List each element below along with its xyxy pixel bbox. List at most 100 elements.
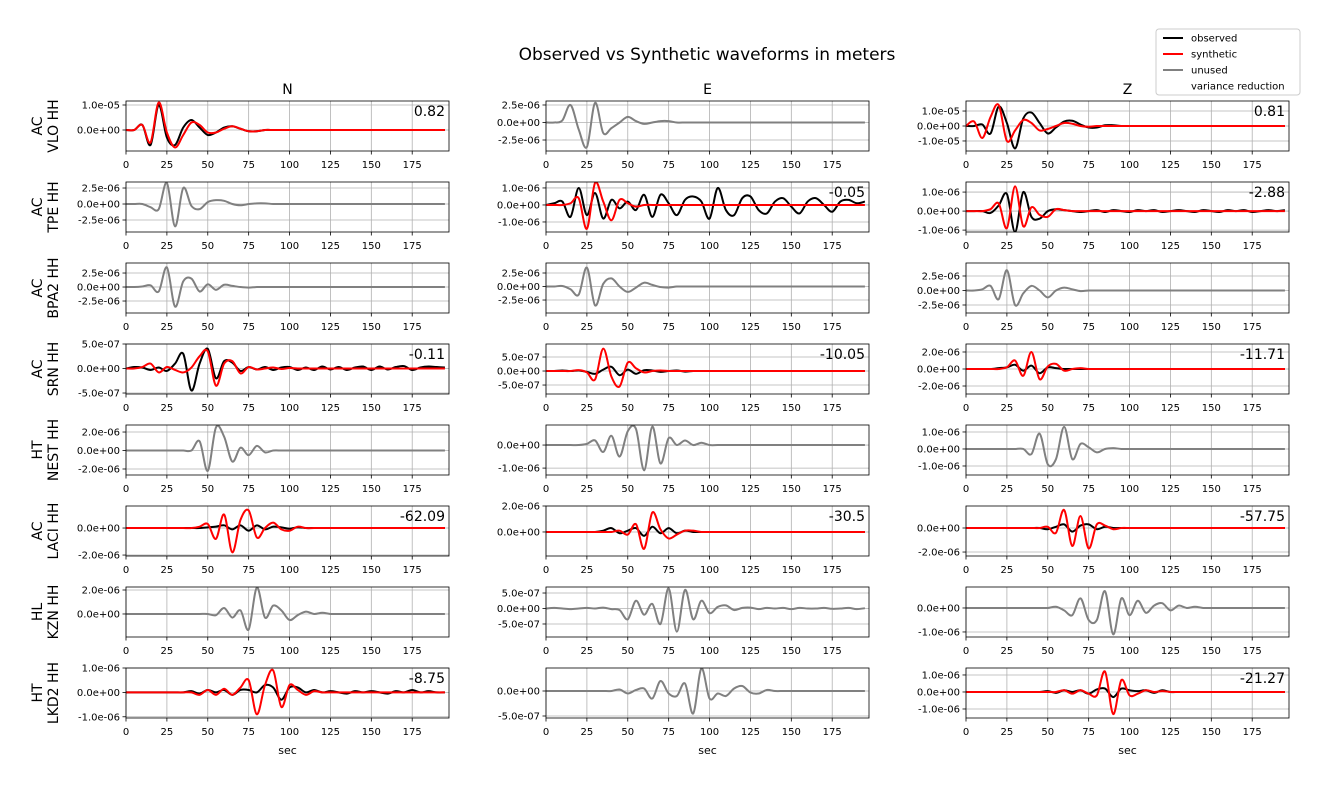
- subplot: 0 25 50 75 100 125 150 175 0.0e+00 -2.0e-06 -62.09: [77, 505, 450, 576]
- x-tick-label: 25: [1001, 403, 1014, 414]
- x-tick-label: 50: [621, 322, 634, 333]
- row-label-network: AC: [30, 359, 46, 378]
- subplot: 0 25 50 75 100 125 150 175 1.0e-06 0.0e+00 -1.0e-0…: [917, 667, 1290, 738]
- subplot: 0 25 50 75 100 125 150 175 2.5e-06 0.0e+00 -2.5e-0…: [497, 100, 870, 171]
- x-tick-label: 75: [662, 403, 675, 414]
- x-tick-label: 150: [782, 241, 801, 252]
- subplot: 0 25 50 75 100 125 150 175 2.0e-06 0.0e+00 -2.0e-0…: [917, 343, 1290, 414]
- legend-label: observed: [1191, 34, 1237, 45]
- y-tick-label: 0.0e+00: [917, 603, 960, 614]
- axes-frame: [965, 505, 1290, 557]
- x-tick-label: 50: [1041, 727, 1054, 738]
- x-axis-label: sec: [278, 744, 297, 757]
- waveform-synthetic: [966, 185, 1285, 230]
- x-tick-label: 175: [823, 727, 842, 738]
- x-tick-label: 150: [1202, 484, 1221, 495]
- waveform-synthetic: [546, 182, 865, 230]
- variance-reduction: -0.05: [829, 185, 865, 201]
- x-tick-label: 150: [362, 727, 381, 738]
- x-tick-label: 100: [1120, 727, 1139, 738]
- axes-frame: [125, 262, 450, 314]
- x-tick-label: 100: [1120, 241, 1139, 252]
- x-tick-label: 0: [543, 403, 549, 414]
- x-tick-label: 150: [782, 160, 801, 171]
- x-tick-label: 125: [741, 646, 760, 657]
- x-tick-label: 50: [621, 484, 634, 495]
- row-label-station: TPE HH: [46, 181, 62, 233]
- subplot: 0 25 50 75 100 125 150 175 1.0e-05 0.0e+00 -1.0e-0…: [917, 100, 1290, 171]
- x-tick-label: 125: [1161, 403, 1180, 414]
- row-label-station: LKD2 HH: [46, 662, 62, 724]
- x-tick-label: 150: [1202, 403, 1221, 414]
- y-tick-label: 2.0e-06: [502, 502, 540, 513]
- x-tick-label: 0: [123, 160, 129, 171]
- x-tick-label: 125: [741, 484, 760, 495]
- axes-frame: [965, 100, 1290, 152]
- y-tick-label: -1.0e-06: [918, 704, 960, 715]
- x-tick-label: 150: [1202, 322, 1221, 333]
- y-tick-label: -1.0e-06: [918, 461, 960, 472]
- x-tick-label: 175: [1243, 646, 1262, 657]
- x-tick-label: 125: [1161, 241, 1180, 252]
- x-tick-label: 125: [321, 160, 340, 171]
- y-tick-label: 0.0e+00: [77, 609, 120, 620]
- x-tick-label: 25: [581, 403, 594, 414]
- x-tick-label: 25: [161, 241, 174, 252]
- x-tick-label: 75: [1082, 160, 1095, 171]
- x-tick-label: 125: [1161, 646, 1180, 657]
- row-label-network: AC: [30, 197, 46, 216]
- x-tick-label: 125: [741, 565, 760, 576]
- waveform-synthetic: [546, 347, 865, 388]
- x-tick-label: 0: [543, 322, 549, 333]
- y-tick-label: 1.0e-05: [82, 101, 120, 112]
- axes-frame: [545, 100, 870, 152]
- x-tick-label: 175: [823, 646, 842, 657]
- subplot: 0 25 50 75 100 125 150 175 2.5e-06 0.0e+00 -2.5e-0…: [497, 262, 870, 333]
- y-tick-label: 0.0e+00: [497, 441, 540, 452]
- x-axis-label: sec: [1118, 744, 1137, 757]
- x-tick-label: 150: [782, 646, 801, 657]
- row-label-station: NEST HH: [46, 419, 62, 481]
- y-tick-label: 0.0e+00: [77, 200, 120, 211]
- x-tick-label: 25: [161, 160, 174, 171]
- x-tick-label: 0: [123, 403, 129, 414]
- axes-frame: [125, 424, 450, 476]
- y-tick-label: 0.0e+00: [77, 524, 120, 535]
- x-tick-label: 25: [581, 160, 594, 171]
- x-tick-label: 175: [403, 727, 422, 738]
- x-tick-label: 150: [362, 403, 381, 414]
- x-tick-label: 50: [621, 241, 634, 252]
- y-tick-label: 2.5e-06: [502, 100, 540, 111]
- x-tick-label: 25: [581, 241, 594, 252]
- x-tick-label: 175: [823, 403, 842, 414]
- x-tick-label: 175: [1243, 322, 1262, 333]
- row-label-station: LACI HH: [46, 503, 62, 560]
- x-tick-label: 25: [161, 646, 174, 657]
- y-tick-label: 2.0e-06: [82, 428, 120, 439]
- subplot: 0 25 50 75 100 125 150 175 0.0e+00 -1.0e-06: [917, 586, 1290, 657]
- x-tick-label: 150: [1202, 646, 1221, 657]
- x-tick-label: 25: [581, 484, 594, 495]
- x-tick-label: 150: [1202, 727, 1221, 738]
- x-tick-label: 50: [1041, 160, 1054, 171]
- row-label-network: AC: [30, 116, 46, 135]
- x-tick-label: 125: [1161, 160, 1180, 171]
- y-tick-label: 0.0e+00: [497, 200, 540, 211]
- x-tick-label: 75: [1082, 727, 1095, 738]
- x-tick-label: 100: [700, 403, 719, 414]
- x-tick-label: 75: [662, 322, 675, 333]
- x-tick-label: 175: [823, 241, 842, 252]
- waveform-synthetic: [126, 508, 445, 554]
- y-tick-label: 1.0e-06: [502, 183, 540, 194]
- x-tick-label: 25: [1001, 160, 1014, 171]
- x-tick-label: 125: [321, 565, 340, 576]
- y-tick-label: 0.0e+00: [497, 282, 540, 293]
- row-label-station: BPA2 HH: [46, 257, 62, 318]
- y-tick-label: 0.0e+00: [497, 687, 540, 698]
- y-tick-label: -5.0e-07: [498, 712, 540, 723]
- x-tick-label: 25: [581, 565, 594, 576]
- x-tick-label: 0: [543, 727, 549, 738]
- axes-frame: [965, 424, 1290, 476]
- x-tick-label: 0: [543, 160, 549, 171]
